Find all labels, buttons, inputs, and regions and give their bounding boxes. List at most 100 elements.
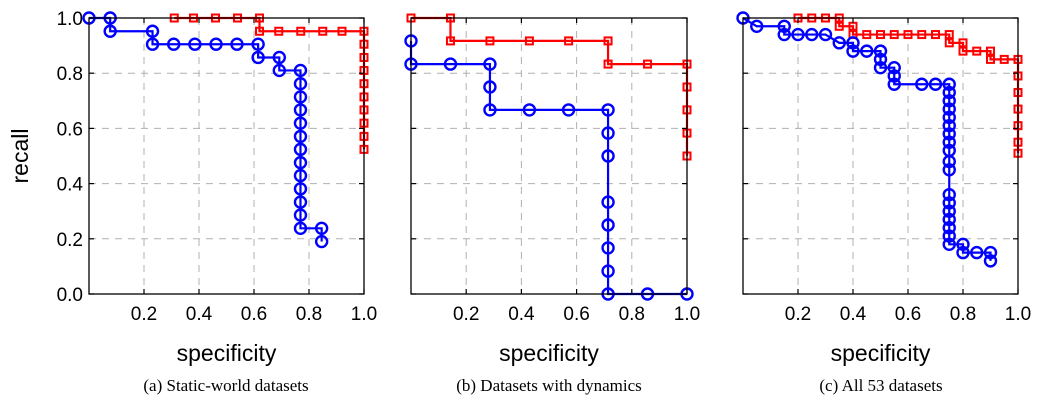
circle-marker [314, 221, 329, 236]
circle-marker [983, 254, 998, 268]
series-line [174, 16, 366, 150]
circle-marker [942, 229, 956, 243]
square-marker [255, 26, 264, 36]
circle-marker [942, 94, 956, 108]
y-tick-label: 0.8 [57, 64, 83, 85]
circle-marker [942, 196, 956, 210]
x-tick-label: 0.4 [840, 304, 867, 325]
circle-marker [928, 77, 943, 91]
circle-marker [818, 27, 833, 42]
x-tick-label: 0.4 [508, 304, 535, 325]
circle-marker [873, 52, 888, 67]
chart-panel-2: 0.2 0.4 0.6 0.8 1.0 specificity (b) Datasets w… [404, 13, 700, 395]
circle-marker [942, 85, 956, 100]
chart-panel-1: 0.2 0.4 0.6 0.8 1.0 0.0 0.2 0.4 0.6 0.8 1.0 specifi… [7, 9, 377, 395]
square-marker [318, 26, 328, 36]
square-marker [958, 46, 968, 56]
x-tick-label: 1.0 [674, 304, 700, 325]
circle-marker [601, 149, 615, 163]
x-tick-label: 0.2 [785, 304, 811, 325]
circle-marker [522, 103, 537, 117]
circle-marker [601, 195, 615, 209]
x-tick-label: 0.4 [186, 304, 213, 325]
square-marker [337, 26, 347, 36]
y-tick-label: 0.4 [57, 175, 84, 196]
x-tick-label: 1.0 [351, 304, 377, 325]
x-axis-label: specificity [831, 340, 931, 366]
circle-marker [887, 69, 901, 83]
circle-marker [483, 80, 497, 94]
circle-marker [942, 118, 956, 133]
x-tick-label: 0.8 [296, 304, 322, 325]
circle-marker [777, 19, 791, 33]
square-marker [603, 59, 613, 69]
circle-marker [293, 155, 308, 170]
plot-frame [410, 17, 688, 295]
circle-marker [601, 241, 615, 255]
square-marker [986, 46, 995, 56]
circle-marker [846, 44, 860, 58]
panel-caption: (a) Static-world datasets [143, 376, 308, 395]
circle-marker [601, 126, 615, 140]
square-marker [903, 30, 913, 40]
circle-marker [887, 77, 901, 91]
chart-panel-3: 0.2 0.4 0.6 0.8 1.0 specificity (c) All 53 dat… [736, 11, 1031, 395]
circle-marker [956, 237, 970, 252]
circle-marker [230, 37, 244, 51]
x-tick-label: 0.8 [619, 304, 645, 325]
circle-marker [601, 103, 615, 117]
square-marker [643, 59, 653, 69]
series-square [169, 13, 369, 154]
circle-marker [314, 234, 329, 249]
x-tick-label: 0.8 [950, 304, 976, 325]
square-marker [296, 26, 306, 36]
circle-marker [846, 36, 860, 50]
square-marker [986, 54, 995, 64]
square-marker [445, 36, 455, 46]
circle-marker [942, 221, 956, 235]
square-marker [931, 30, 940, 40]
x-axis-label: specificity [177, 340, 277, 366]
y-tick-label: 1.0 [57, 9, 83, 30]
circle-marker [251, 37, 265, 51]
circle-marker [103, 24, 117, 38]
panel-caption: (c) All 53 datasets [819, 376, 942, 395]
series-circle [404, 34, 694, 301]
square-marker [917, 30, 927, 40]
circle-marker [887, 60, 901, 75]
circle-marker [942, 135, 956, 149]
square-marker [862, 30, 872, 40]
circle-marker [956, 245, 970, 260]
circle-marker [166, 37, 181, 51]
circle-marker [942, 237, 956, 252]
square-marker [972, 46, 982, 56]
circle-marker [970, 245, 984, 260]
series-line [409, 40, 687, 296]
panel-caption: (b) Datasets with dynamics [456, 376, 642, 395]
x-tick-label: 0.2 [131, 304, 157, 325]
circle-marker [483, 103, 497, 117]
x-tick-label: 0.6 [563, 304, 589, 325]
circle-marker [293, 63, 308, 78]
circle-marker [188, 37, 202, 51]
circle-marker [443, 57, 458, 71]
circle-marker [561, 103, 576, 117]
square-marker [524, 36, 534, 46]
series-square [406, 13, 692, 161]
circle-marker [873, 60, 888, 75]
x-axis-label: specificity [499, 340, 599, 366]
circle-marker [860, 44, 874, 58]
circle-marker [293, 90, 308, 104]
circle-marker [272, 50, 286, 65]
circle-marker [293, 116, 308, 130]
circle-marker [873, 44, 888, 58]
circle-marker [777, 27, 791, 42]
circle-marker [942, 110, 956, 125]
series-line [89, 16, 323, 242]
circle-marker [601, 264, 615, 278]
circle-marker [750, 19, 764, 33]
circle-marker [791, 27, 805, 42]
circle-marker [942, 154, 956, 169]
circle-marker [209, 37, 223, 51]
